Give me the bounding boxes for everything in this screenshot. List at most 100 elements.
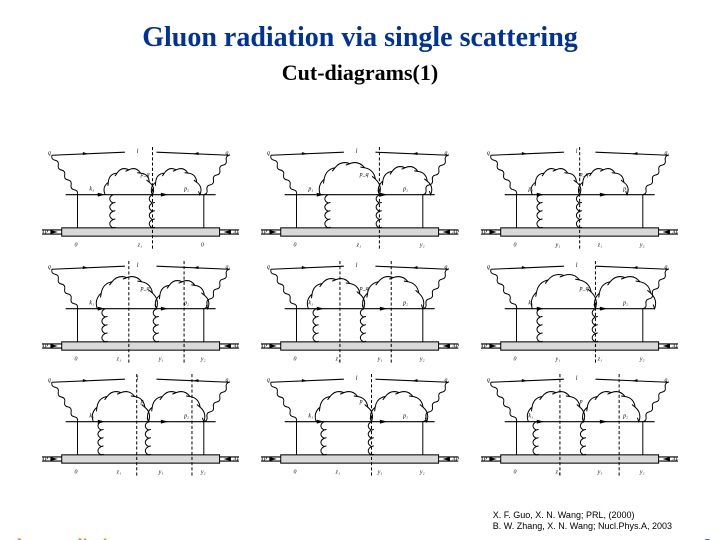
svg-text:AP: AP <box>232 457 239 463</box>
svg-text:AP: AP <box>451 457 458 463</box>
svg-text:p: p <box>140 399 144 405</box>
svg-text:p₁: p₁ <box>527 186 533 192</box>
svg-text:l: l <box>356 263 358 269</box>
svg-text:p_q: p_q <box>140 286 150 292</box>
svg-text:AP: AP <box>232 344 239 350</box>
citation-line: B. W. Zhang, X. N. Wang; Nucl.Phys.A, 20… <box>493 521 672 532</box>
svg-text:z₁: z₁ <box>335 356 340 362</box>
svg-text:p₂: p₂ <box>402 186 408 192</box>
svg-text:k₁: k₁ <box>528 300 533 306</box>
svg-text:0: 0 <box>75 356 78 362</box>
svg-text:y₂: y₂ <box>419 242 425 248</box>
feynman-diagram: qlq₁APAPk₁p_qp₂0y₁z₁y₂ <box>481 261 678 365</box>
citation-line: X. F. Guo, X. N. Wang; PRL, (2000) <box>493 510 672 521</box>
svg-text:p_q: p_q <box>578 172 588 178</box>
svg-text:l: l <box>356 376 358 382</box>
svg-text:l: l <box>575 263 577 269</box>
svg-text:AP: AP <box>481 230 488 236</box>
svg-text:k₁: k₁ <box>309 300 314 306</box>
svg-text:AP: AP <box>671 344 678 350</box>
svg-text:AP: AP <box>261 344 268 350</box>
svg-text:q₁: q₁ <box>445 150 450 156</box>
svg-text:z₁: z₁ <box>356 242 361 248</box>
svg-text:y₁: y₁ <box>554 242 560 248</box>
svg-text:AP: AP <box>481 344 488 350</box>
svg-text:p₂: p₂ <box>402 300 408 306</box>
feynman-diagram: qlq₁APAPp₁p_qp₂0y₁z₁y₂ <box>481 147 678 251</box>
svg-text:0: 0 <box>513 470 516 476</box>
svg-text:AP: AP <box>481 457 488 463</box>
footer-title: gluon radiation <box>8 535 127 540</box>
diagram-grid: q l q₁ AP AP k₁ p_q p₂ 0 z₁ 0 q l q₁ AP AP p₁ p_q p₂ 0 z₁ y₂ q… <box>42 147 678 477</box>
svg-text:p₂: p₂ <box>622 186 628 192</box>
svg-text:y₂: y₂ <box>419 356 425 362</box>
svg-text:AP: AP <box>42 230 49 236</box>
svg-text:l: l <box>356 149 358 155</box>
svg-text:p_q: p_q <box>359 172 369 178</box>
feynman-diagram: qlq₁APAPk₁pp₂0z₁y₁y₂ <box>261 374 458 478</box>
svg-text:p_q: p_q <box>578 286 588 292</box>
svg-text:q: q <box>267 377 270 383</box>
svg-text:y₁: y₁ <box>377 356 383 362</box>
svg-text:y₁: y₁ <box>554 356 560 362</box>
svg-text:l: l <box>137 263 139 269</box>
svg-text:q: q <box>487 264 490 270</box>
svg-text:y₁: y₁ <box>377 470 383 476</box>
svg-text:z₁: z₁ <box>116 470 121 476</box>
svg-text:q₁: q₁ <box>226 264 231 270</box>
citations: X. F. Guo, X. N. Wang; PRL, (2000) B. W.… <box>493 510 672 533</box>
page-number: 9 <box>703 535 712 540</box>
svg-text:p: p <box>578 399 582 405</box>
svg-text:q₁: q₁ <box>445 264 450 270</box>
feynman-diagram: qlq₁APAPk₁p_qp₂0z₁0 <box>42 147 239 251</box>
svg-text:0: 0 <box>201 242 204 248</box>
svg-text:y₂: y₂ <box>200 470 206 476</box>
svg-text:q₁: q₁ <box>226 377 231 383</box>
svg-text:q: q <box>48 377 51 383</box>
svg-text:l: l <box>575 376 577 382</box>
svg-text:k₁: k₁ <box>89 186 94 192</box>
svg-text:k₁: k₁ <box>309 414 314 420</box>
page-title: Gluon radiation via single scattering <box>0 22 720 54</box>
svg-text:p_q: p_q <box>359 286 369 292</box>
svg-text:q: q <box>48 150 51 156</box>
svg-text:y₂: y₂ <box>639 356 645 362</box>
svg-text:AP: AP <box>232 230 239 236</box>
svg-text:z₁: z₁ <box>554 470 559 476</box>
svg-text:p₂: p₂ <box>622 414 628 420</box>
svg-text:0: 0 <box>75 470 78 476</box>
svg-text:y₂: y₂ <box>639 470 645 476</box>
svg-text:q: q <box>487 150 490 156</box>
svg-text:l: l <box>137 376 139 382</box>
svg-text:y₁: y₁ <box>158 356 164 362</box>
svg-text:q₁: q₁ <box>664 264 669 270</box>
svg-text:q₁: q₁ <box>226 150 231 156</box>
svg-text:0: 0 <box>75 242 78 248</box>
svg-text:AP: AP <box>671 230 678 236</box>
svg-text:k₁: k₁ <box>89 300 94 306</box>
feynman-diagram: qlq₁APAPp₁p_qp₂0z₁y₂ <box>261 147 458 251</box>
svg-text:q: q <box>267 264 270 270</box>
svg-text:z₁: z₁ <box>116 356 121 362</box>
svg-text:p₂: p₂ <box>183 300 189 306</box>
feynman-diagram: qlq₁APAPk₁p_qp₂0z₁y₁y₂ <box>42 261 239 365</box>
svg-text:p: p <box>359 399 363 405</box>
svg-text:p_q: p_q <box>140 172 150 178</box>
svg-text:k₁: k₁ <box>528 414 533 420</box>
svg-text:k₁: k₁ <box>89 414 94 420</box>
svg-text:y₂: y₂ <box>639 242 645 248</box>
feynman-diagram: qlq₁APAPk₁p_qp₂0z₁y₁y₂ <box>261 261 458 365</box>
svg-text:l: l <box>137 149 139 155</box>
svg-text:y₁: y₁ <box>158 470 164 476</box>
svg-text:p₂: p₂ <box>402 414 408 420</box>
svg-text:l: l <box>575 149 577 155</box>
svg-text:z₁: z₁ <box>596 242 601 248</box>
svg-text:AP: AP <box>671 457 678 463</box>
feynman-diagram: qlq₁APAPk₁pp₂0z₁y₁y₂ <box>42 374 239 478</box>
feynman-diagram: qlq₁APAPk₁pp₂0z₁y₁y₂ <box>481 374 678 478</box>
svg-text:AP: AP <box>261 457 268 463</box>
svg-text:y₂: y₂ <box>200 356 206 362</box>
svg-text:AP: AP <box>261 230 268 236</box>
svg-text:0: 0 <box>294 356 297 362</box>
svg-text:p₁: p₁ <box>308 186 314 192</box>
